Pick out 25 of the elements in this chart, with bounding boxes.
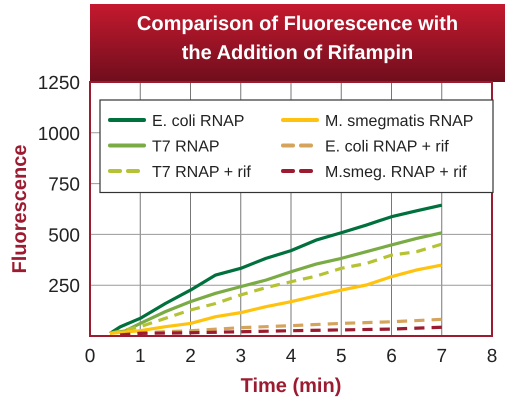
x-axis-title: Time (min): [240, 375, 342, 397]
x-tick-label: 7: [436, 346, 448, 367]
chart-title: Comparison of Fluorescence with the Addition of Rifampin: [136, 13, 458, 64]
legend-label: T7 RNAP: [152, 138, 220, 156]
x-tick-label: 8: [486, 346, 498, 367]
legend-label: E. coli RNAP + rif: [325, 138, 450, 156]
x-tick-label: 4: [286, 346, 297, 367]
y-axis-title: Fluorescence: [9, 144, 31, 274]
y-tick-label: 1250: [38, 73, 80, 94]
legend-label: T7 RNAP + rif: [152, 164, 252, 181]
x-tick-label: 5: [336, 346, 347, 367]
x-tick-label: 6: [386, 346, 397, 367]
x-tick-label: 3: [235, 346, 246, 367]
legend-label: M.smeg. RNAP + rif: [325, 164, 468, 181]
x-tick-label: 2: [185, 346, 196, 367]
y-tick-label: 1000: [38, 124, 80, 145]
legend-label: M. smegmatis RNAP: [325, 113, 474, 130]
line-series: [108, 204, 444, 335]
y-tick-label: 250: [48, 276, 80, 298]
x-tick-label: 1: [134, 346, 146, 367]
x-tick-label: 0: [84, 346, 96, 367]
y-tick-label: 750: [48, 174, 80, 196]
y-tick-label: 500: [48, 225, 80, 246]
legend-label: E. coli RNAP: [152, 113, 244, 130]
line-series: [108, 263, 444, 335]
